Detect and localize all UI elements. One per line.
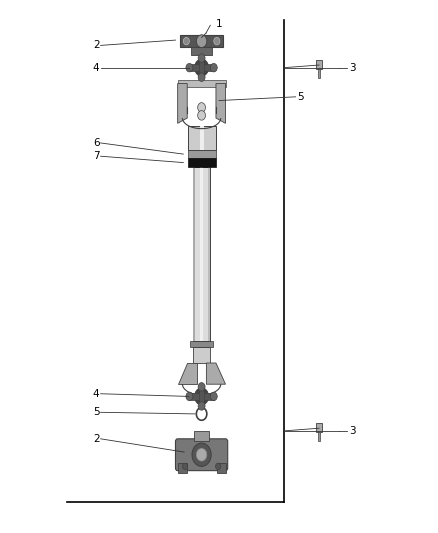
Polygon shape bbox=[178, 363, 197, 384]
Text: 6: 6 bbox=[93, 138, 99, 148]
Bar bbox=[193, 347, 210, 363]
Circle shape bbox=[196, 35, 207, 47]
Text: 1: 1 bbox=[215, 19, 223, 29]
Bar bbox=[190, 341, 213, 347]
Text: 4: 4 bbox=[93, 63, 99, 72]
Text: 5: 5 bbox=[297, 92, 304, 102]
Bar bbox=[318, 432, 321, 441]
Polygon shape bbox=[216, 84, 226, 123]
Circle shape bbox=[198, 73, 205, 82]
Text: 3: 3 bbox=[350, 426, 356, 436]
Bar bbox=[193, 167, 210, 341]
Bar bbox=[200, 126, 204, 150]
Bar bbox=[193, 167, 195, 341]
Bar bbox=[199, 58, 204, 77]
Polygon shape bbox=[178, 84, 187, 123]
Circle shape bbox=[210, 63, 217, 72]
Circle shape bbox=[196, 448, 207, 461]
Bar bbox=[316, 423, 322, 432]
Bar bbox=[316, 60, 322, 69]
Text: 7: 7 bbox=[93, 151, 99, 161]
Circle shape bbox=[215, 463, 221, 470]
Circle shape bbox=[186, 63, 193, 72]
Bar bbox=[217, 463, 226, 473]
Circle shape bbox=[194, 59, 208, 76]
Bar bbox=[187, 150, 215, 158]
Circle shape bbox=[183, 463, 187, 470]
Circle shape bbox=[198, 54, 205, 62]
Text: 2: 2 bbox=[93, 41, 99, 51]
Text: 4: 4 bbox=[93, 389, 99, 399]
Circle shape bbox=[192, 443, 211, 466]
Circle shape bbox=[210, 392, 217, 401]
FancyBboxPatch shape bbox=[176, 439, 228, 471]
Circle shape bbox=[198, 402, 205, 410]
Circle shape bbox=[198, 111, 205, 120]
Text: 2: 2 bbox=[93, 434, 99, 444]
Bar bbox=[189, 64, 214, 71]
Circle shape bbox=[186, 392, 193, 401]
Bar bbox=[187, 158, 215, 167]
Text: 3: 3 bbox=[350, 63, 356, 72]
Bar bbox=[200, 167, 203, 341]
Circle shape bbox=[198, 383, 205, 391]
Circle shape bbox=[198, 103, 205, 112]
Circle shape bbox=[214, 37, 220, 45]
Bar bbox=[318, 69, 321, 78]
Bar bbox=[191, 47, 212, 55]
Bar bbox=[178, 80, 226, 87]
Bar bbox=[178, 463, 187, 473]
Text: 5: 5 bbox=[93, 407, 99, 417]
Bar bbox=[194, 431, 209, 441]
Bar bbox=[199, 387, 204, 406]
Circle shape bbox=[184, 37, 189, 45]
Bar bbox=[187, 126, 215, 150]
Bar bbox=[208, 167, 210, 341]
Bar bbox=[189, 393, 214, 400]
Bar bbox=[180, 35, 223, 47]
Polygon shape bbox=[206, 363, 226, 384]
Circle shape bbox=[194, 388, 208, 405]
